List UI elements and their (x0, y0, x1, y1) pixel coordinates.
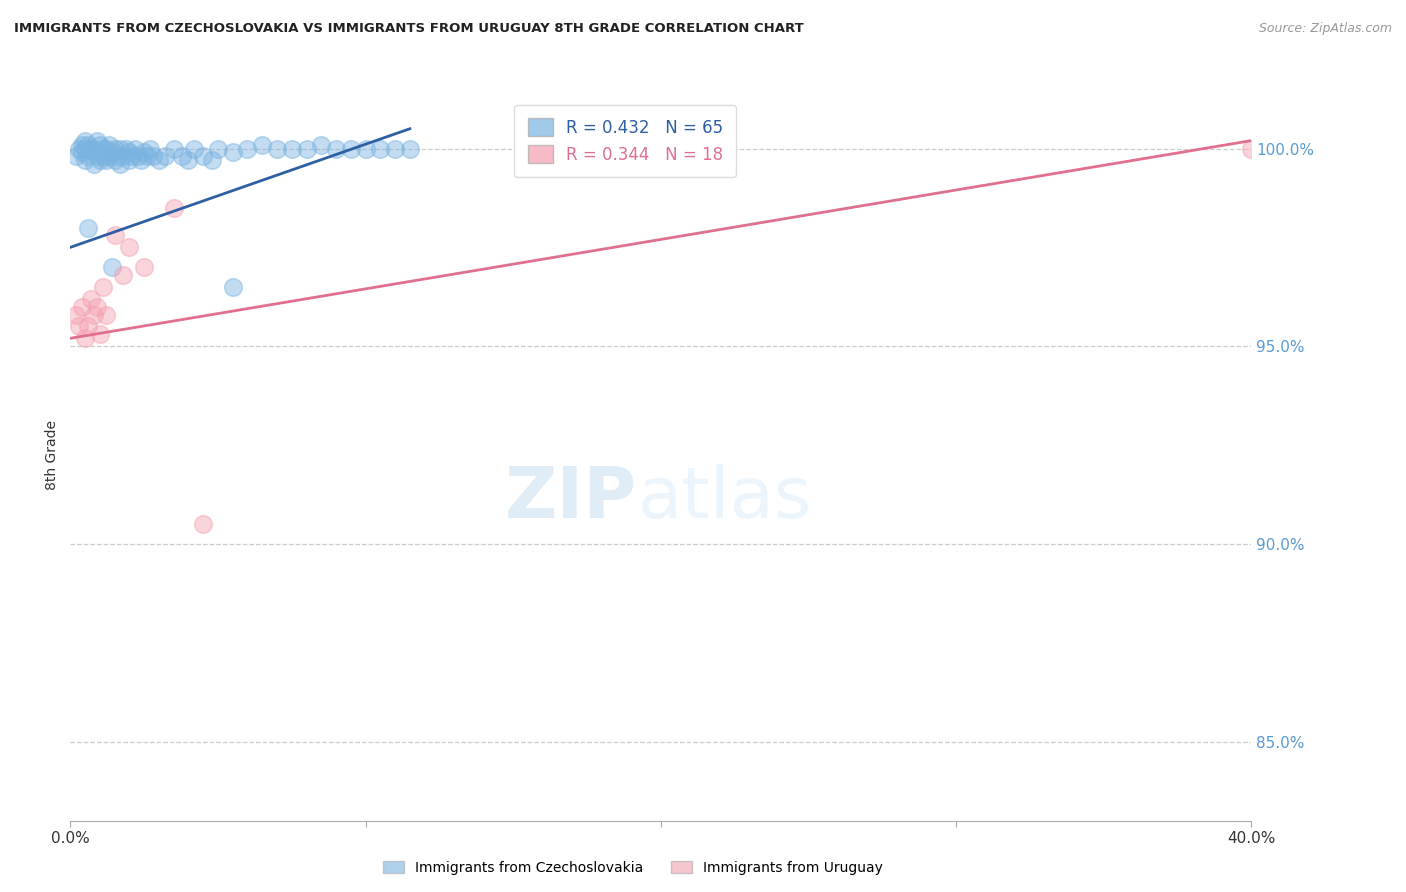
Point (77, 220, 100, 235)
Point (94, 153, 117, 168)
Point (1240, 141, 1263, 155)
Point (118, 153, 141, 168)
Legend: R = 0.432   N = 65, R = 0.344   N = 18: R = 0.432 N = 65, R = 0.344 N = 18 (515, 105, 737, 178)
Point (94, 308, 117, 322)
Point (236, 141, 259, 155)
Point (75, 134, 96, 148)
Point (77, 319, 100, 334)
Point (80, 141, 103, 155)
Point (75, 141, 96, 155)
Point (340, 141, 363, 155)
Point (136, 149, 159, 163)
Point (172, 149, 194, 163)
Point (368, 141, 391, 155)
Legend: Immigrants from Czechoslovakia, Immigrants from Uruguay: Immigrants from Czechoslovakia, Immigran… (377, 855, 889, 880)
Point (191, 517, 214, 532)
Point (325, 141, 347, 155)
Point (121, 149, 143, 163)
Point (139, 141, 162, 155)
Point (94, 141, 117, 155)
Point (83, 308, 105, 322)
Point (75, 153, 96, 168)
Point (97, 137, 120, 152)
Point (124, 141, 146, 155)
Point (162, 141, 186, 155)
Point (183, 141, 205, 155)
Point (148, 153, 170, 168)
Point (110, 157, 132, 171)
Point (67, 141, 90, 155)
Point (86, 149, 108, 163)
Text: IMMIGRANTS FROM CZECHOSLOVAKIA VS IMMIGRANTS FROM URUGUAY 8TH GRADE CORRELATION : IMMIGRANTS FROM CZECHOSLOVAKIA VS IMMIGR… (14, 22, 804, 36)
Point (354, 141, 377, 155)
Point (281, 141, 304, 155)
Point (118, 145, 141, 160)
Point (65, 308, 87, 322)
Point (104, 228, 127, 243)
Point (65, 149, 87, 163)
Point (222, 145, 245, 160)
Point (191, 149, 214, 163)
Point (132, 145, 156, 160)
Y-axis label: 8th Grade: 8th Grade (45, 420, 59, 490)
Point (91, 280, 114, 294)
Point (112, 268, 135, 282)
Point (91, 149, 114, 163)
Point (177, 153, 200, 168)
Point (266, 141, 288, 155)
Point (104, 153, 127, 168)
Text: Source: ZipAtlas.com: Source: ZipAtlas.com (1258, 22, 1392, 36)
Point (132, 260, 156, 274)
Point (70, 137, 93, 152)
Point (89, 327, 111, 342)
Point (250, 137, 273, 152)
Point (100, 260, 122, 274)
Point (201, 153, 224, 168)
Point (97, 149, 120, 163)
Point (162, 201, 186, 215)
Point (83, 141, 105, 155)
Point (399, 141, 422, 155)
Point (142, 149, 165, 163)
Point (129, 153, 152, 168)
Point (83, 157, 105, 171)
Point (70, 145, 93, 160)
Point (384, 141, 406, 155)
Point (89, 153, 111, 168)
Point (104, 141, 127, 155)
Point (127, 149, 149, 163)
Point (80, 292, 103, 306)
Point (77, 137, 100, 152)
Point (86, 134, 108, 148)
Point (153, 149, 176, 163)
Point (75, 331, 96, 345)
Text: atlas: atlas (637, 465, 811, 533)
Text: ZIP: ZIP (505, 465, 637, 533)
Point (222, 280, 245, 294)
Point (112, 149, 135, 163)
Point (309, 137, 333, 152)
Point (86, 300, 108, 314)
Point (91, 141, 114, 155)
Point (77, 149, 100, 163)
Point (295, 141, 318, 155)
Point (70, 300, 93, 314)
Point (118, 240, 141, 254)
Point (89, 137, 111, 152)
Point (67, 319, 90, 334)
Point (115, 141, 138, 155)
Point (110, 141, 132, 155)
Point (107, 149, 129, 163)
Point (207, 141, 229, 155)
Point (100, 145, 122, 160)
